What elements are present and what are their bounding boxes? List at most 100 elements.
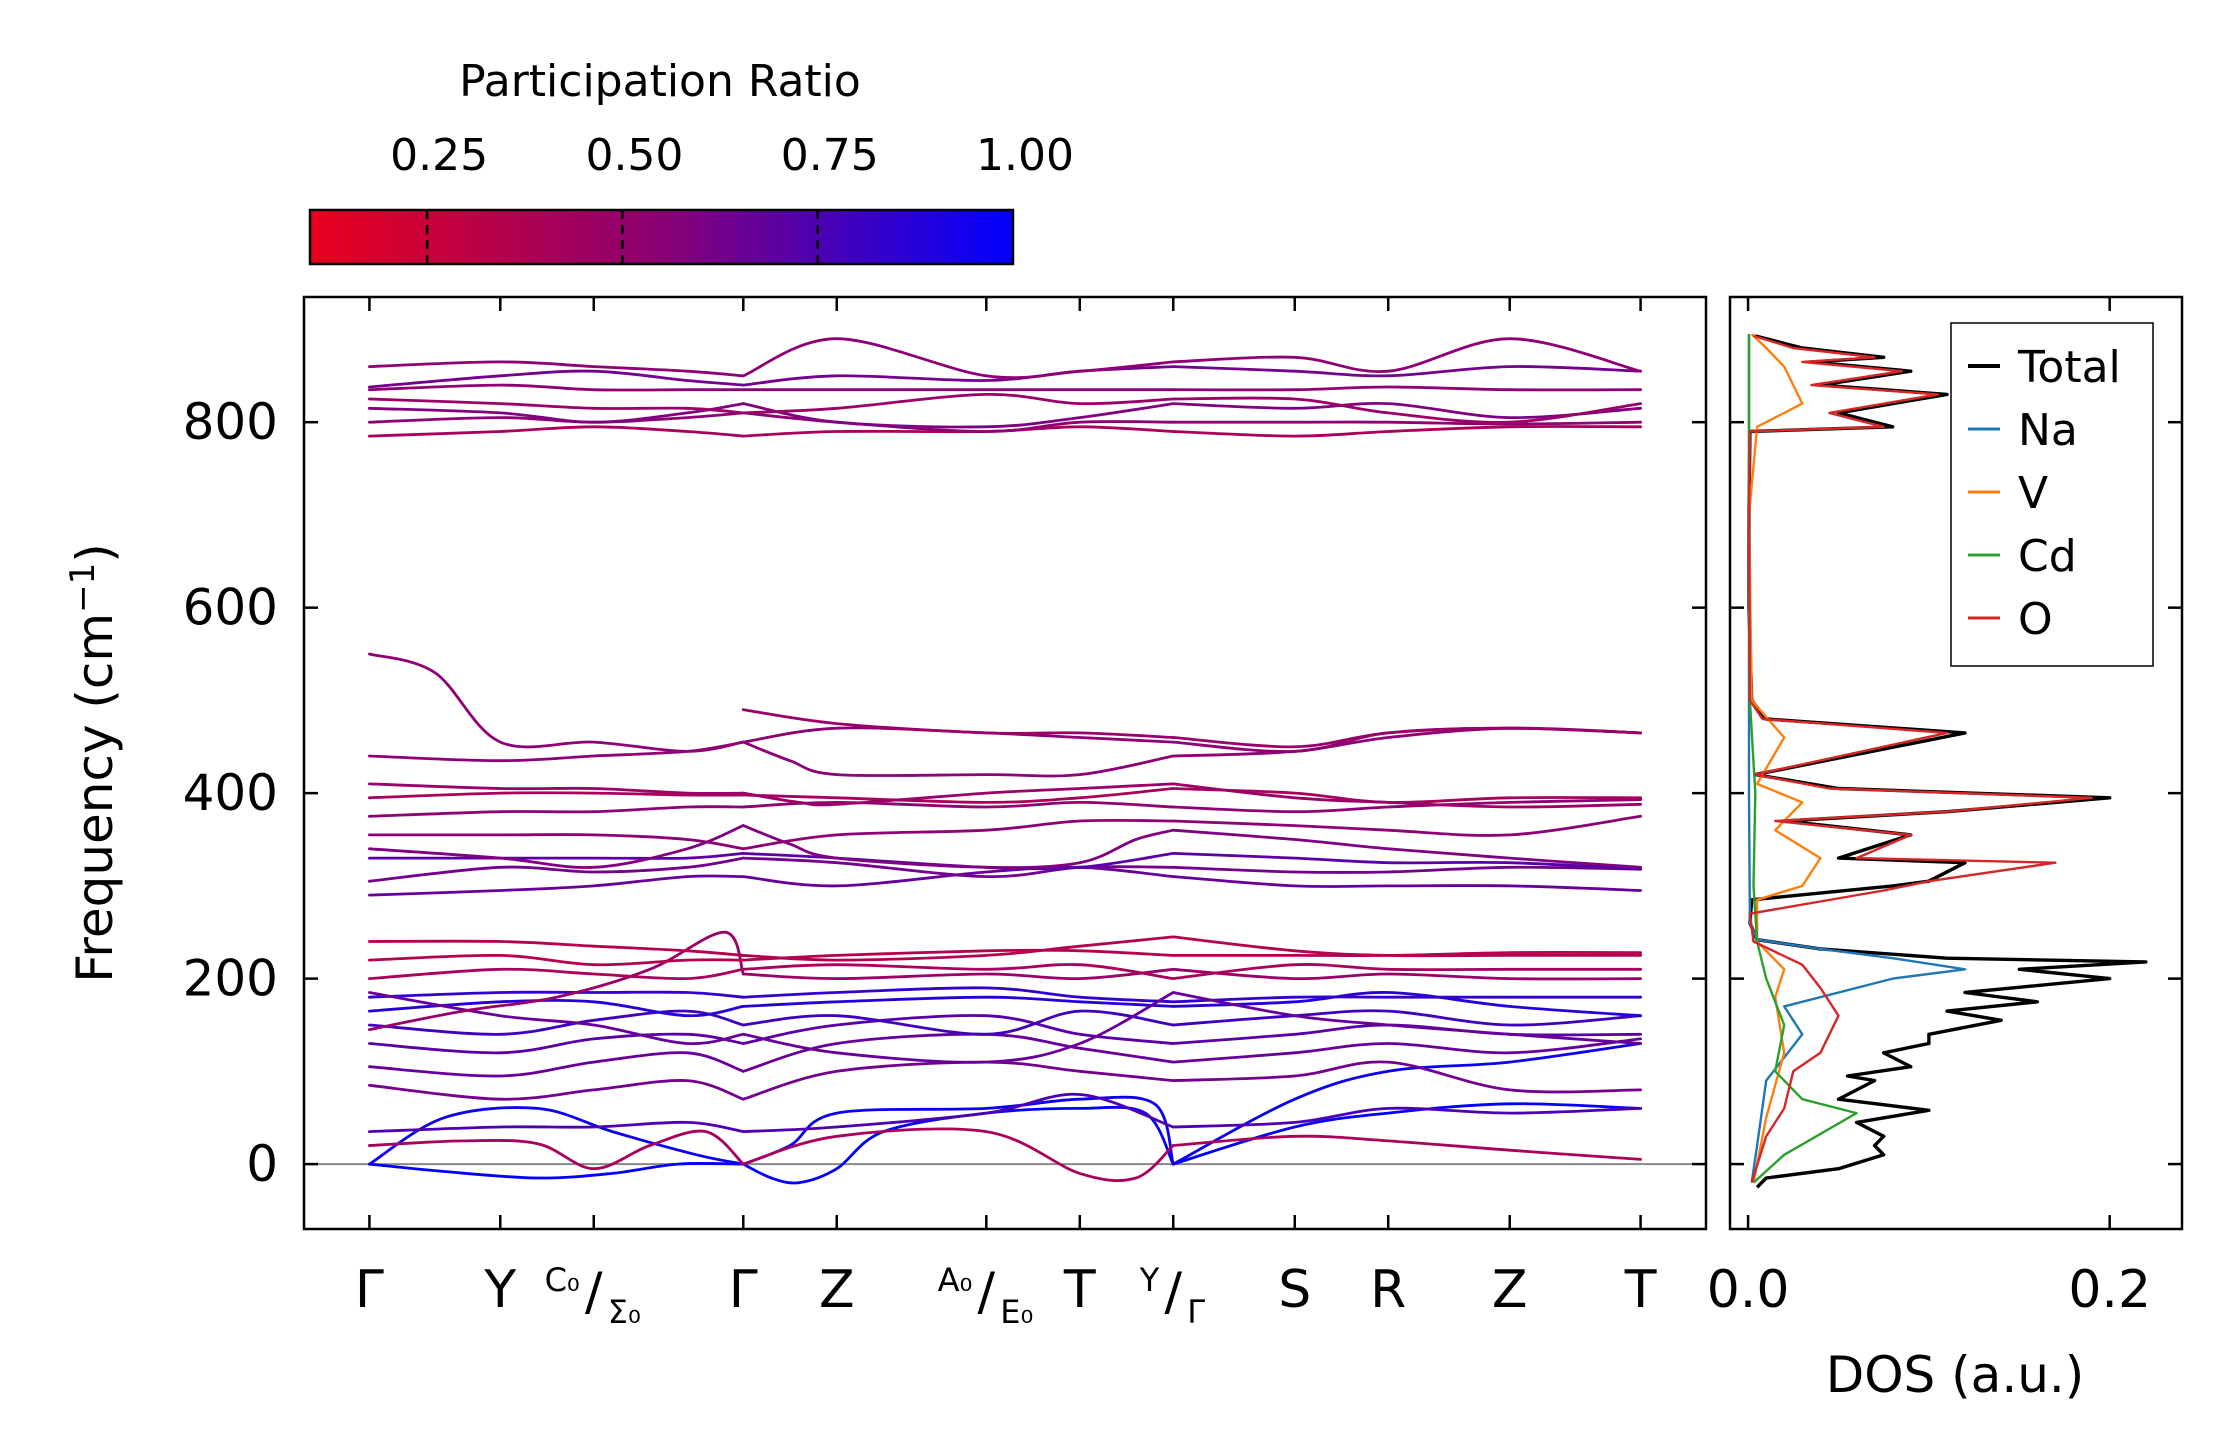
- band-low-3-seg-1: [741, 1032, 1175, 1073]
- legend-label-v: V: [2018, 468, 2048, 519]
- band-mid-8-seg-2: [1171, 782, 1642, 809]
- band-mid-5-seg-2: [1171, 814, 1642, 837]
- band-mid-11-seg-2: [1171, 726, 1642, 749]
- y-axis-label: Frequency (cm−1): [63, 543, 124, 983]
- y-axis-label-exponent: −1: [63, 563, 103, 613]
- dos-x-axis-label: DOS (a.u.): [1826, 1346, 2085, 1404]
- band-mid-5-seg-1: [741, 818, 1175, 851]
- band-acoustic-3-seg-1: [741, 1127, 1175, 1182]
- band-mid-2-seg-0: [368, 856, 745, 883]
- legend-label-cd: Cd: [2018, 531, 2077, 582]
- band-mid-1-seg-2: [1171, 875, 1642, 892]
- band-mid-3-seg-0: [368, 852, 745, 860]
- band-high-5-seg-2: [1171, 385, 1642, 392]
- k-label-slash-2: /: [585, 1262, 603, 1322]
- band-low-12-seg-0: [368, 939, 745, 957]
- colorbar-tick-label-0: 0.25: [390, 130, 488, 181]
- band-mid-1-seg-0: [368, 874, 745, 897]
- band-mid-5-seg-0: [368, 833, 745, 851]
- band-low-6-seg-1: [741, 995, 1175, 1008]
- dos-curve-total: [1747, 334, 2148, 1189]
- band-mid-10-seg-1: [741, 740, 1175, 778]
- k-label-slash-7: /: [1164, 1262, 1182, 1322]
- band-high-7-seg-1: [741, 337, 1175, 380]
- dos-x-tick-label-0: 0.0: [1707, 1260, 1790, 1320]
- band-mid-6-seg-0: [368, 805, 745, 818]
- k-label-top-5: A₀: [938, 1261, 973, 1299]
- band-low-12-seg-1: [741, 935, 1175, 962]
- band-high-7-seg-2: [1171, 337, 1642, 374]
- colorbar: Participation Ratio 0.25 0.50 0.75 1.00: [308, 56, 1074, 266]
- y-tick-label-1: 200: [183, 950, 278, 1008]
- band-low-5-seg-0: [368, 1009, 745, 1036]
- band-high-1-seg-2: [1171, 425, 1642, 438]
- band-low-11-seg-1: [741, 948, 1175, 962]
- band-mid-4-seg-0: [368, 824, 745, 869]
- colorbar-title: Participation Ratio: [459, 56, 861, 107]
- colorbar-tick-label-3: 1.00: [976, 130, 1074, 181]
- legend-label-o: O: [2018, 594, 2053, 645]
- k-label-4: Z: [819, 1260, 855, 1320]
- band-mid-2-seg-1: [741, 856, 1175, 879]
- band-low-7-seg-2: [1171, 995, 1642, 1004]
- band-low-7-seg-1: [741, 986, 1175, 1004]
- band-mid-4-seg-1: [741, 824, 1175, 869]
- band-acoustic-2-seg-1: [741, 1095, 1175, 1166]
- band-acoustic-3-seg-2: [1171, 1134, 1642, 1161]
- dos-curve-na: [1747, 334, 1967, 1183]
- band-high-4-seg-1: [741, 392, 1175, 415]
- band-mid-4-seg-2: [1171, 828, 1642, 869]
- band-high-5-seg-0: [368, 383, 745, 392]
- band-acoustic-1-seg-1: [741, 1105, 1175, 1185]
- band-high-4-seg-0: [368, 397, 745, 415]
- k-label-9: R: [1370, 1260, 1406, 1320]
- band-high-1-seg-0: [368, 425, 745, 438]
- band-high-2-seg-2: [1171, 420, 1642, 426]
- band-low-10-seg-0: [368, 967, 745, 981]
- band-mid-6-seg-2: [1171, 798, 1642, 814]
- legend-items: Total Na V Cd O: [1968, 342, 2121, 645]
- band-low-2-seg-2: [1171, 1060, 1642, 1094]
- y-tick-label-3: 600: [183, 579, 278, 637]
- legend-label-na: Na: [2018, 405, 2078, 456]
- band-high-3-seg-0: [368, 402, 745, 424]
- band-mid-10-seg-0: [368, 652, 745, 753]
- k-label-1: Y: [483, 1260, 516, 1320]
- y-tick-label-0: 0: [246, 1135, 278, 1193]
- k-label-top-2: C₀: [545, 1261, 580, 1299]
- dos-x-tick-label-1: 0.2: [2068, 1260, 2151, 1320]
- dos-curve-o: [1747, 334, 2093, 1183]
- legend-frame: [1950, 322, 2154, 667]
- band-low-8-seg-1: [741, 991, 1175, 1064]
- band-mid-8-seg-0: [368, 782, 745, 795]
- k-label-3: Γ: [729, 1260, 758, 1320]
- band-mid-7-seg-1: [741, 787, 1175, 804]
- band-mid-8-seg-1: [741, 782, 1175, 807]
- band-mid-3-seg-2: [1171, 852, 1642, 871]
- band-low-9-seg-2: [1171, 967, 1642, 981]
- band-low-2-seg-1: [741, 1060, 1175, 1101]
- band-acoustic-2-seg-2: [1171, 1042, 1642, 1166]
- band-high-3-seg-1: [741, 402, 1175, 429]
- dos-curve-v: [1747, 333, 1822, 1183]
- k-label-11: T: [1624, 1260, 1657, 1320]
- band-low-3-seg-2: [1171, 1037, 1642, 1064]
- band-low-4-seg-1: [741, 1014, 1175, 1045]
- band-low-2-seg-0: [368, 1079, 745, 1101]
- band-low-1-seg-1: [741, 1092, 1175, 1133]
- k-label-8: S: [1278, 1260, 1311, 1320]
- k-label-bottom-7: Γ: [1187, 1293, 1205, 1331]
- legend: Total Na V Cd O: [1950, 322, 2154, 667]
- band-low-10-seg-1: [741, 963, 1175, 980]
- k-label-bottom-2: Σ₀: [608, 1293, 641, 1331]
- band-high-6-seg-2: [1171, 365, 1642, 378]
- band-low-11-seg-0: [368, 953, 745, 967]
- band-high-2-seg-1: [741, 411, 1175, 433]
- band-low-6-seg-2: [1171, 991, 1642, 1018]
- band-high-7-seg-0: [368, 360, 745, 378]
- dos-panel: 0.0 0.2 DOS (a.u.) Total Na V Cd O: [1707, 295, 2184, 1404]
- band-mid-11-seg-1: [741, 708, 1175, 739]
